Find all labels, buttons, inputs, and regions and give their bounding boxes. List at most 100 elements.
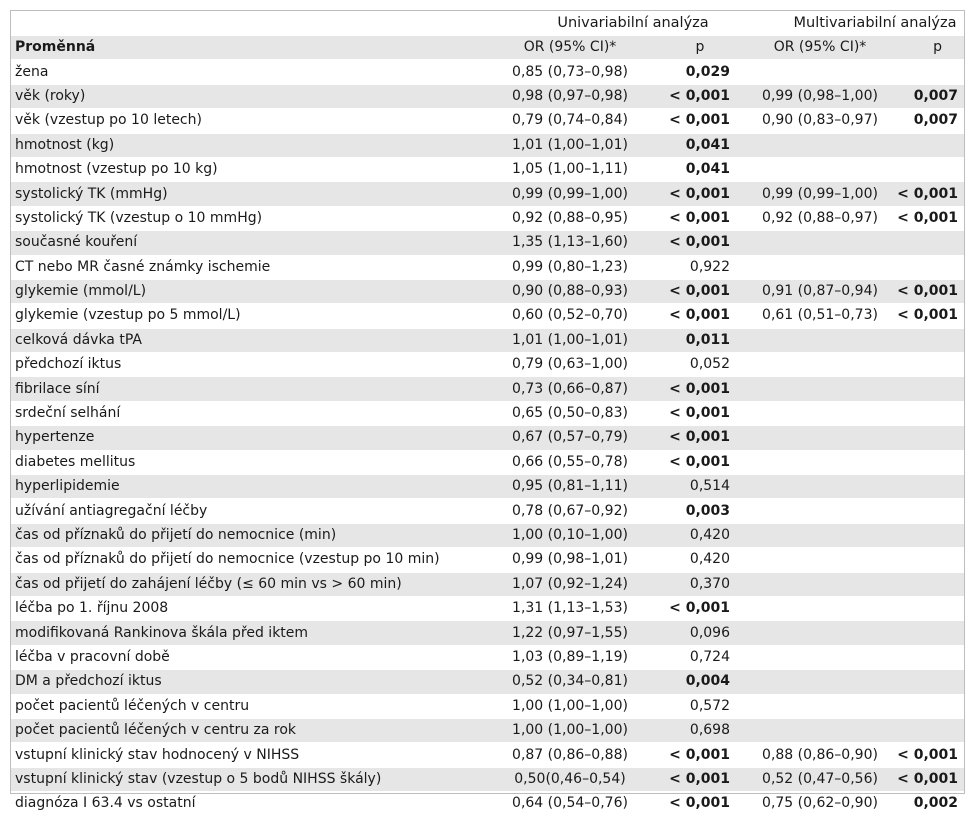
results-table: Univariabilní analýza Multivariabilní an… bbox=[11, 11, 965, 816]
or-univariable-cell: 0,79 (0,63–1,00) bbox=[490, 352, 650, 377]
p-univariable-cell: 0,003 bbox=[650, 498, 750, 524]
p-multivariable-cell: < 0,001 bbox=[890, 742, 965, 768]
or-multivariable-column-header: OR (95% CI)* bbox=[750, 36, 890, 60]
p-univariable-cell: < 0,001 bbox=[650, 791, 750, 816]
table-row: čas od příznaků do přijetí do nemocnice … bbox=[11, 522, 965, 548]
or-univariable-cell: 0,73 (0,66–0,87) bbox=[490, 376, 650, 402]
or-univariable-cell: 0,67 (0,57–0,79) bbox=[490, 425, 650, 451]
p-univariable-cell: < 0,001 bbox=[650, 376, 750, 402]
variable-cell: čas od příznaků do přijetí do nemocnice … bbox=[11, 522, 490, 548]
variable-cell: čas od příznaků do přijetí do nemocnice … bbox=[11, 547, 490, 573]
table-row: vstupní klinický stav (vzestup o 5 bodů … bbox=[11, 766, 965, 792]
variable-cell: DM a předchozí iktus bbox=[11, 669, 490, 695]
p-multivariable-cell bbox=[890, 449, 965, 475]
variable-cell: vstupní klinický stav (vzestup o 5 bodů … bbox=[11, 766, 490, 792]
variable-cell: věk (vzestup po 10 letech) bbox=[11, 108, 490, 134]
p-multivariable-cell bbox=[890, 156, 965, 182]
or-multivariable-cell bbox=[750, 132, 890, 158]
or-univariable-cell: 0,64 (0,54–0,76) bbox=[490, 791, 650, 816]
or-univariable-cell: 1,03 (0,89–1,19) bbox=[490, 644, 650, 670]
variable-cell: počet pacientů léčených v centru za rok bbox=[11, 717, 490, 743]
p-multivariable-cell: 0,002 bbox=[890, 791, 965, 816]
column-header-row: Proměnná OR (95% CI)* p OR (95% CI)* p bbox=[11, 36, 965, 60]
p-multivariable-cell bbox=[890, 376, 965, 402]
p-multivariable-cell bbox=[890, 352, 965, 377]
table-row: počet pacientů léčených v centru 1,00 (1,… bbox=[11, 693, 965, 719]
or-univariable-cell: 0,90 (0,88–0,93) bbox=[490, 278, 650, 304]
variable-cell: léčba po 1. říjnu 2008 bbox=[11, 595, 490, 621]
group-header-row: Univariabilní analýza Multivariabilní an… bbox=[11, 11, 964, 36]
p-multivariable-cell bbox=[890, 669, 965, 695]
table-row: celková dávka tPA 1,01 (1,00–1,01) 0,011 bbox=[11, 327, 965, 353]
p-multivariable-cell bbox=[890, 693, 965, 719]
or-multivariable-cell bbox=[750, 449, 890, 475]
or-multivariable-cell bbox=[750, 400, 890, 426]
variable-cell: systolický TK (mmHg) bbox=[11, 181, 490, 207]
variable-cell: systolický TK (vzestup o 10 mmHg) bbox=[11, 205, 490, 231]
p-multivariable-cell bbox=[890, 327, 965, 353]
variable-cell: hypertenze bbox=[11, 425, 490, 451]
or-multivariable-cell bbox=[750, 522, 890, 548]
or-multivariable-cell: 0,61 (0,51–0,73) bbox=[750, 303, 890, 329]
or-univariable-cell: 0,78 (0,67–0,92) bbox=[490, 498, 650, 524]
p-multivariable-column-header: p bbox=[890, 36, 965, 60]
p-univariable-cell: < 0,001 bbox=[650, 449, 750, 475]
p-univariable-cell: 0,514 bbox=[650, 474, 750, 499]
or-univariable-cell: 0,99 (0,99–1,00) bbox=[490, 181, 650, 207]
p-univariable-cell: < 0,001 bbox=[650, 595, 750, 621]
variable-cell: diabetes mellitus bbox=[11, 449, 490, 475]
p-univariable-cell: < 0,001 bbox=[650, 181, 750, 207]
p-univariable-cell: < 0,001 bbox=[650, 766, 750, 792]
or-univariable-cell: 0,92 (0,88–0,95) bbox=[490, 205, 650, 231]
p-univariable-cell: 0,041 bbox=[650, 156, 750, 182]
variable-cell: vstupní klinický stav hodnocený v NIHSS bbox=[11, 742, 490, 768]
table-row: užívání antiagregační léčby 0,78 (0,67–0,… bbox=[11, 498, 965, 524]
or-multivariable-cell bbox=[750, 620, 890, 646]
variable-cell: hyperlipidemie bbox=[11, 474, 490, 499]
table-row: věk (roky) 0,98 (0,97–0,98) < 0,001 0,99 (0… bbox=[11, 83, 965, 109]
p-univariable-cell: 0,004 bbox=[650, 669, 750, 695]
or-multivariable-cell: 0,99 (0,99–1,00) bbox=[750, 181, 890, 207]
or-univariable-cell: 0,79 (0,74–0,84) bbox=[490, 108, 650, 134]
p-multivariable-cell bbox=[890, 620, 965, 646]
p-multivariable-cell bbox=[890, 400, 965, 426]
or-univariable-cell: 1,01 (1,00–1,01) bbox=[490, 327, 650, 353]
p-multivariable-cell: < 0,001 bbox=[890, 205, 965, 231]
variable-cell: fibrilace síní bbox=[11, 376, 490, 402]
p-univariable-cell: 0,572 bbox=[650, 693, 750, 719]
table-row: modifikovaná Rankinova škála před iktem 1… bbox=[11, 620, 965, 646]
or-multivariable-cell bbox=[750, 717, 890, 743]
or-multivariable-cell bbox=[750, 156, 890, 182]
table-row: hypertenze 0,67 (0,57–0,79) < 0,001 bbox=[11, 425, 965, 451]
p-univariable-cell: < 0,001 bbox=[650, 742, 750, 768]
variable-cell: glykemie (mmol/L) bbox=[11, 278, 490, 304]
variable-cell: hmotnost (kg) bbox=[11, 132, 490, 158]
p-univariable-cell: 0,420 bbox=[650, 522, 750, 548]
p-multivariable-cell bbox=[890, 474, 965, 499]
or-multivariable-cell: 0,90 (0,83–0,97) bbox=[750, 108, 890, 134]
group-header-spacer bbox=[11, 11, 490, 36]
p-multivariable-cell bbox=[890, 644, 965, 670]
p-univariable-cell: 0,041 bbox=[650, 132, 750, 158]
table-row: léčba v pracovní době 1,03 (0,89–1,19) 0,7… bbox=[11, 644, 965, 670]
variable-cell: srdeční selhání bbox=[11, 400, 490, 426]
p-univariable-cell: 0,096 bbox=[650, 620, 750, 646]
or-multivariable-cell bbox=[750, 595, 890, 621]
variable-cell: diagnóza I 63.4 vs ostatní bbox=[11, 791, 490, 816]
table-row: hyperlipidemie 0,95 (0,81–1,11) 0,514 bbox=[11, 474, 965, 499]
or-multivariable-cell bbox=[750, 669, 890, 695]
p-univariable-cell: < 0,001 bbox=[650, 400, 750, 426]
or-multivariable-cell: 0,52 (0,47–0,56) bbox=[750, 766, 890, 792]
variable-cell: hmotnost (vzestup po 10 kg) bbox=[11, 156, 490, 182]
or-multivariable-cell bbox=[750, 254, 890, 280]
or-multivariable-cell bbox=[750, 230, 890, 256]
variable-cell: žena bbox=[11, 59, 490, 85]
p-multivariable-cell: < 0,001 bbox=[890, 181, 965, 207]
or-multivariable-cell bbox=[750, 327, 890, 353]
or-multivariable-cell: 0,92 (0,88–0,97) bbox=[750, 205, 890, 231]
p-multivariable-cell: < 0,001 bbox=[890, 766, 965, 792]
table-row: srdeční selhání 0,65 (0,50–0,83) < 0,001 bbox=[11, 400, 965, 426]
table-row: předchozí iktus 0,79 (0,63–1,00) 0,052 bbox=[11, 352, 965, 377]
variable-cell: věk (roky) bbox=[11, 83, 490, 109]
or-univariable-cell: 0,99 (0,80–1,23) bbox=[490, 254, 650, 280]
